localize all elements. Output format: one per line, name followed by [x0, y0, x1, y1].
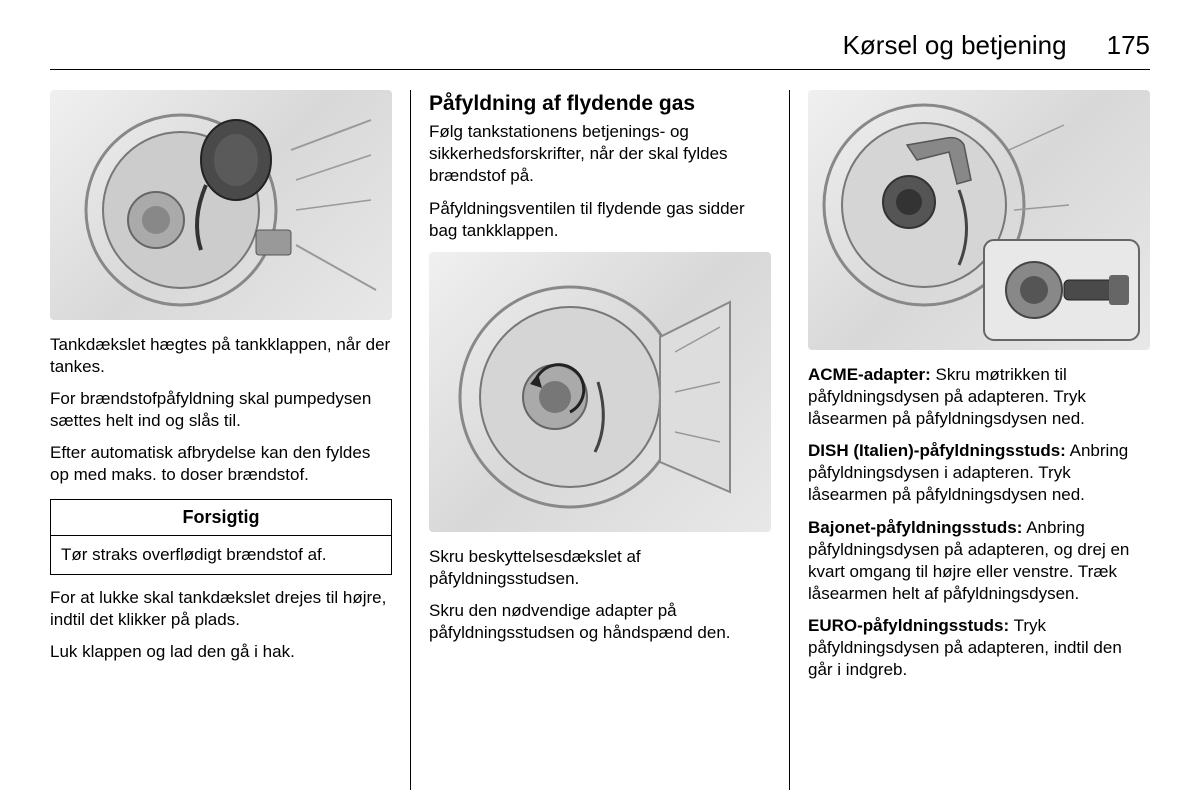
- paragraph-acme: ACME-adapter: Skru møtrikken til påfyldn…: [808, 364, 1150, 430]
- figure-adapter: [808, 90, 1150, 350]
- paragraph: Tankdækslet hægtes på tankklappen, når d…: [50, 334, 392, 378]
- bajo-label: Bajonet-påfyldningsstuds:: [808, 518, 1022, 537]
- paragraph: Luk klappen og lad den gå i hak.: [50, 641, 392, 663]
- paragraph: Skru beskyttelsesdækslet af påfyldningss…: [429, 546, 771, 590]
- dish-label: DISH (Italien)-påfyldningsstuds:: [808, 441, 1066, 460]
- paragraph: Skru den nødvendige adapter på påfyldnin…: [429, 600, 771, 644]
- paragraph: For at lukke skal tankdækslet drejes til…: [50, 587, 392, 631]
- paragraph-dish: DISH (Italien)-påfyldningsstuds: Anbring…: [808, 440, 1150, 506]
- paragraph: Efter automatisk afbrydelse kan den fyld…: [50, 442, 392, 486]
- paragraph: Følg tankstationens betjenings- og sikke…: [429, 121, 771, 187]
- page-header: Kørsel og betjening 175: [50, 30, 1150, 70]
- paragraph-euro: EURO-påfyldningsstuds: Tryk påfyldningsd…: [808, 615, 1150, 681]
- column-2: Påfyldning af flydende gas Følg tankstat…: [411, 90, 790, 790]
- paragraph: Påfyldningsventilen til flydende gas sid…: [429, 198, 771, 242]
- column-3: ACME-adapter: Skru møtrikken til påfyldn…: [790, 90, 1150, 790]
- caution-body: Tør straks overflødigt brændstof af.: [51, 536, 391, 574]
- paragraph: For brændstofpåfyldning skal pumpedysen …: [50, 388, 392, 432]
- column-1: Tankdækslet hægtes på tankklappen, når d…: [50, 90, 411, 790]
- page-number: 175: [1107, 30, 1150, 61]
- content-columns: Tankdækslet hægtes på tankklappen, når d…: [50, 90, 1150, 790]
- caution-box: Forsigtig Tør straks overflødigt brændst…: [50, 499, 392, 575]
- section-title: Kørsel og betjening: [843, 30, 1067, 61]
- caution-title: Forsigtig: [51, 500, 391, 536]
- acme-label: ACME-adapter:: [808, 365, 931, 384]
- figure-fuel-cap: [50, 90, 392, 320]
- paragraph-bajonet: Bajonet-påfyldningsstuds: Anbring påfyld…: [808, 517, 1150, 605]
- euro-label: EURO-påfyldningsstuds:: [808, 616, 1009, 635]
- heading-lpg: Påfyldning af flydende gas: [429, 90, 771, 117]
- figure-lpg-valve: [429, 252, 771, 532]
